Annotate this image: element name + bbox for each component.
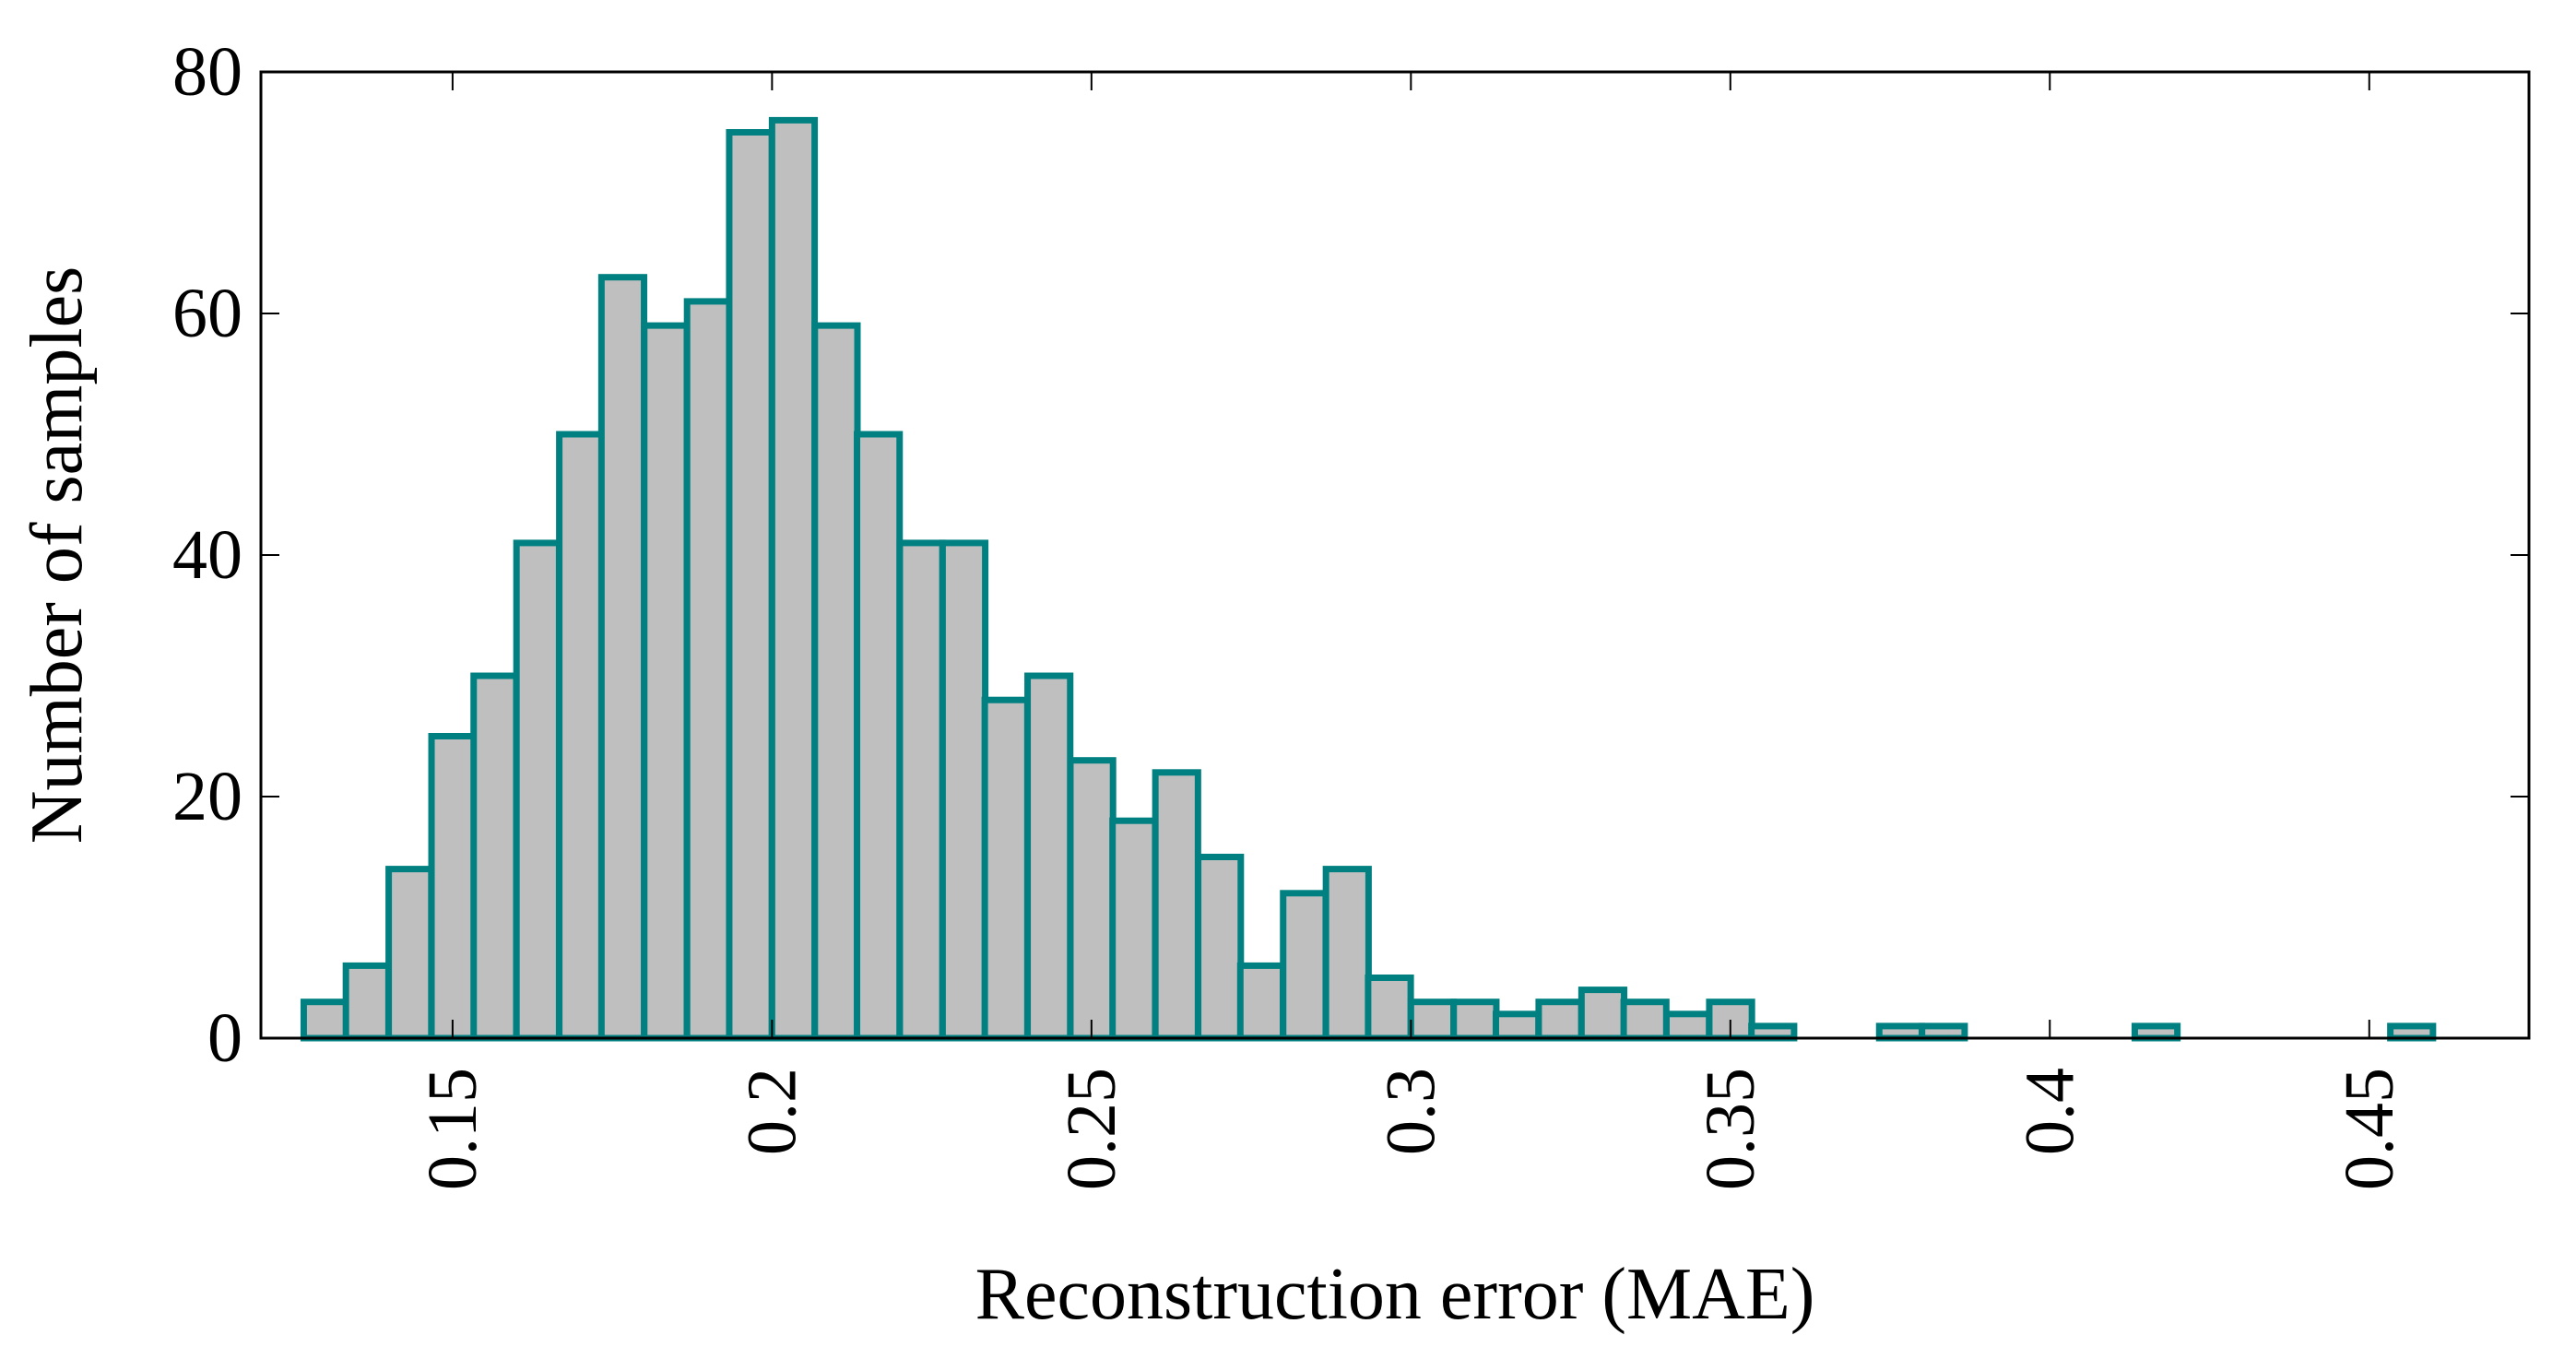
histogram-bar — [513, 539, 562, 1042]
histogram-bar — [981, 696, 1031, 1042]
y-tick-label: 80 — [172, 33, 242, 111]
histogram-bar — [470, 672, 520, 1042]
plot-frame — [259, 70, 2531, 1040]
histogram-bar — [1109, 817, 1159, 1042]
y-tick-label: 0 — [207, 999, 242, 1077]
y-tick-label: 20 — [172, 758, 242, 835]
histogram-bar — [1236, 962, 1287, 1042]
histogram-bar — [939, 539, 989, 1042]
histogram-bar — [2387, 1022, 2437, 1042]
histogram-bar — [896, 539, 946, 1042]
histogram-bar — [1919, 1022, 1968, 1042]
histogram-bar — [597, 274, 648, 1042]
histogram-bar — [1620, 998, 1670, 1042]
x-tick-label: 0.2 — [733, 1068, 810, 1155]
histogram-bar — [556, 431, 606, 1042]
histogram-bar — [428, 733, 478, 1042]
histogram-bar — [1578, 987, 1628, 1042]
y-tick-label: 60 — [172, 275, 242, 352]
y-axis-tick-labels: 0 20 40 60 80 — [172, 33, 242, 1077]
histogram-bar — [1407, 998, 1458, 1042]
x-tick-label: 0.45 — [2331, 1068, 2408, 1190]
histogram-bar — [1195, 854, 1245, 1042]
x-tick-label: 0.15 — [414, 1068, 491, 1190]
axis-ticks — [261, 71, 2529, 1039]
x-tick-label: 0.25 — [1053, 1068, 1130, 1190]
histogram-bar — [1450, 998, 1500, 1042]
histogram-bar — [1152, 769, 1201, 1042]
histogram-bar — [2131, 1022, 2181, 1042]
histogram-bar — [1067, 757, 1117, 1042]
histogram-bar — [385, 866, 435, 1042]
histogram-bars — [300, 116, 2437, 1042]
x-axis-tick-labels: 0.15 0.2 0.25 0.3 0.35 0.4 0.45 — [414, 1068, 2408, 1190]
histogram-bar — [1875, 1022, 1925, 1042]
histogram-bar — [342, 962, 392, 1042]
histogram-bar — [1535, 998, 1585, 1042]
histogram-bar — [683, 298, 733, 1042]
histogram-bar — [1365, 975, 1414, 1042]
y-axis-title: Number of samples — [17, 266, 98, 845]
histogram-bar — [1280, 890, 1329, 1042]
histogram-bar — [1492, 1010, 1542, 1042]
histogram-bar — [1322, 866, 1372, 1042]
x-axis-title: Reconstruction error (MAE) — [975, 1254, 1815, 1335]
y-tick-label: 40 — [172, 516, 242, 594]
histogram-bar — [1748, 1022, 1798, 1042]
histogram-bar — [768, 116, 819, 1042]
x-tick-label: 0.3 — [1372, 1068, 1449, 1155]
histogram-bar — [854, 431, 904, 1042]
histogram-bar — [1663, 1010, 1713, 1042]
histogram-bar — [726, 129, 775, 1042]
histogram-bar — [641, 322, 691, 1042]
histogram-bar — [811, 322, 861, 1042]
x-tick-label: 0.35 — [1692, 1068, 1769, 1190]
histogram-bar — [300, 998, 350, 1042]
histogram-bar — [1024, 672, 1074, 1042]
x-tick-label: 0.4 — [2011, 1068, 2088, 1155]
